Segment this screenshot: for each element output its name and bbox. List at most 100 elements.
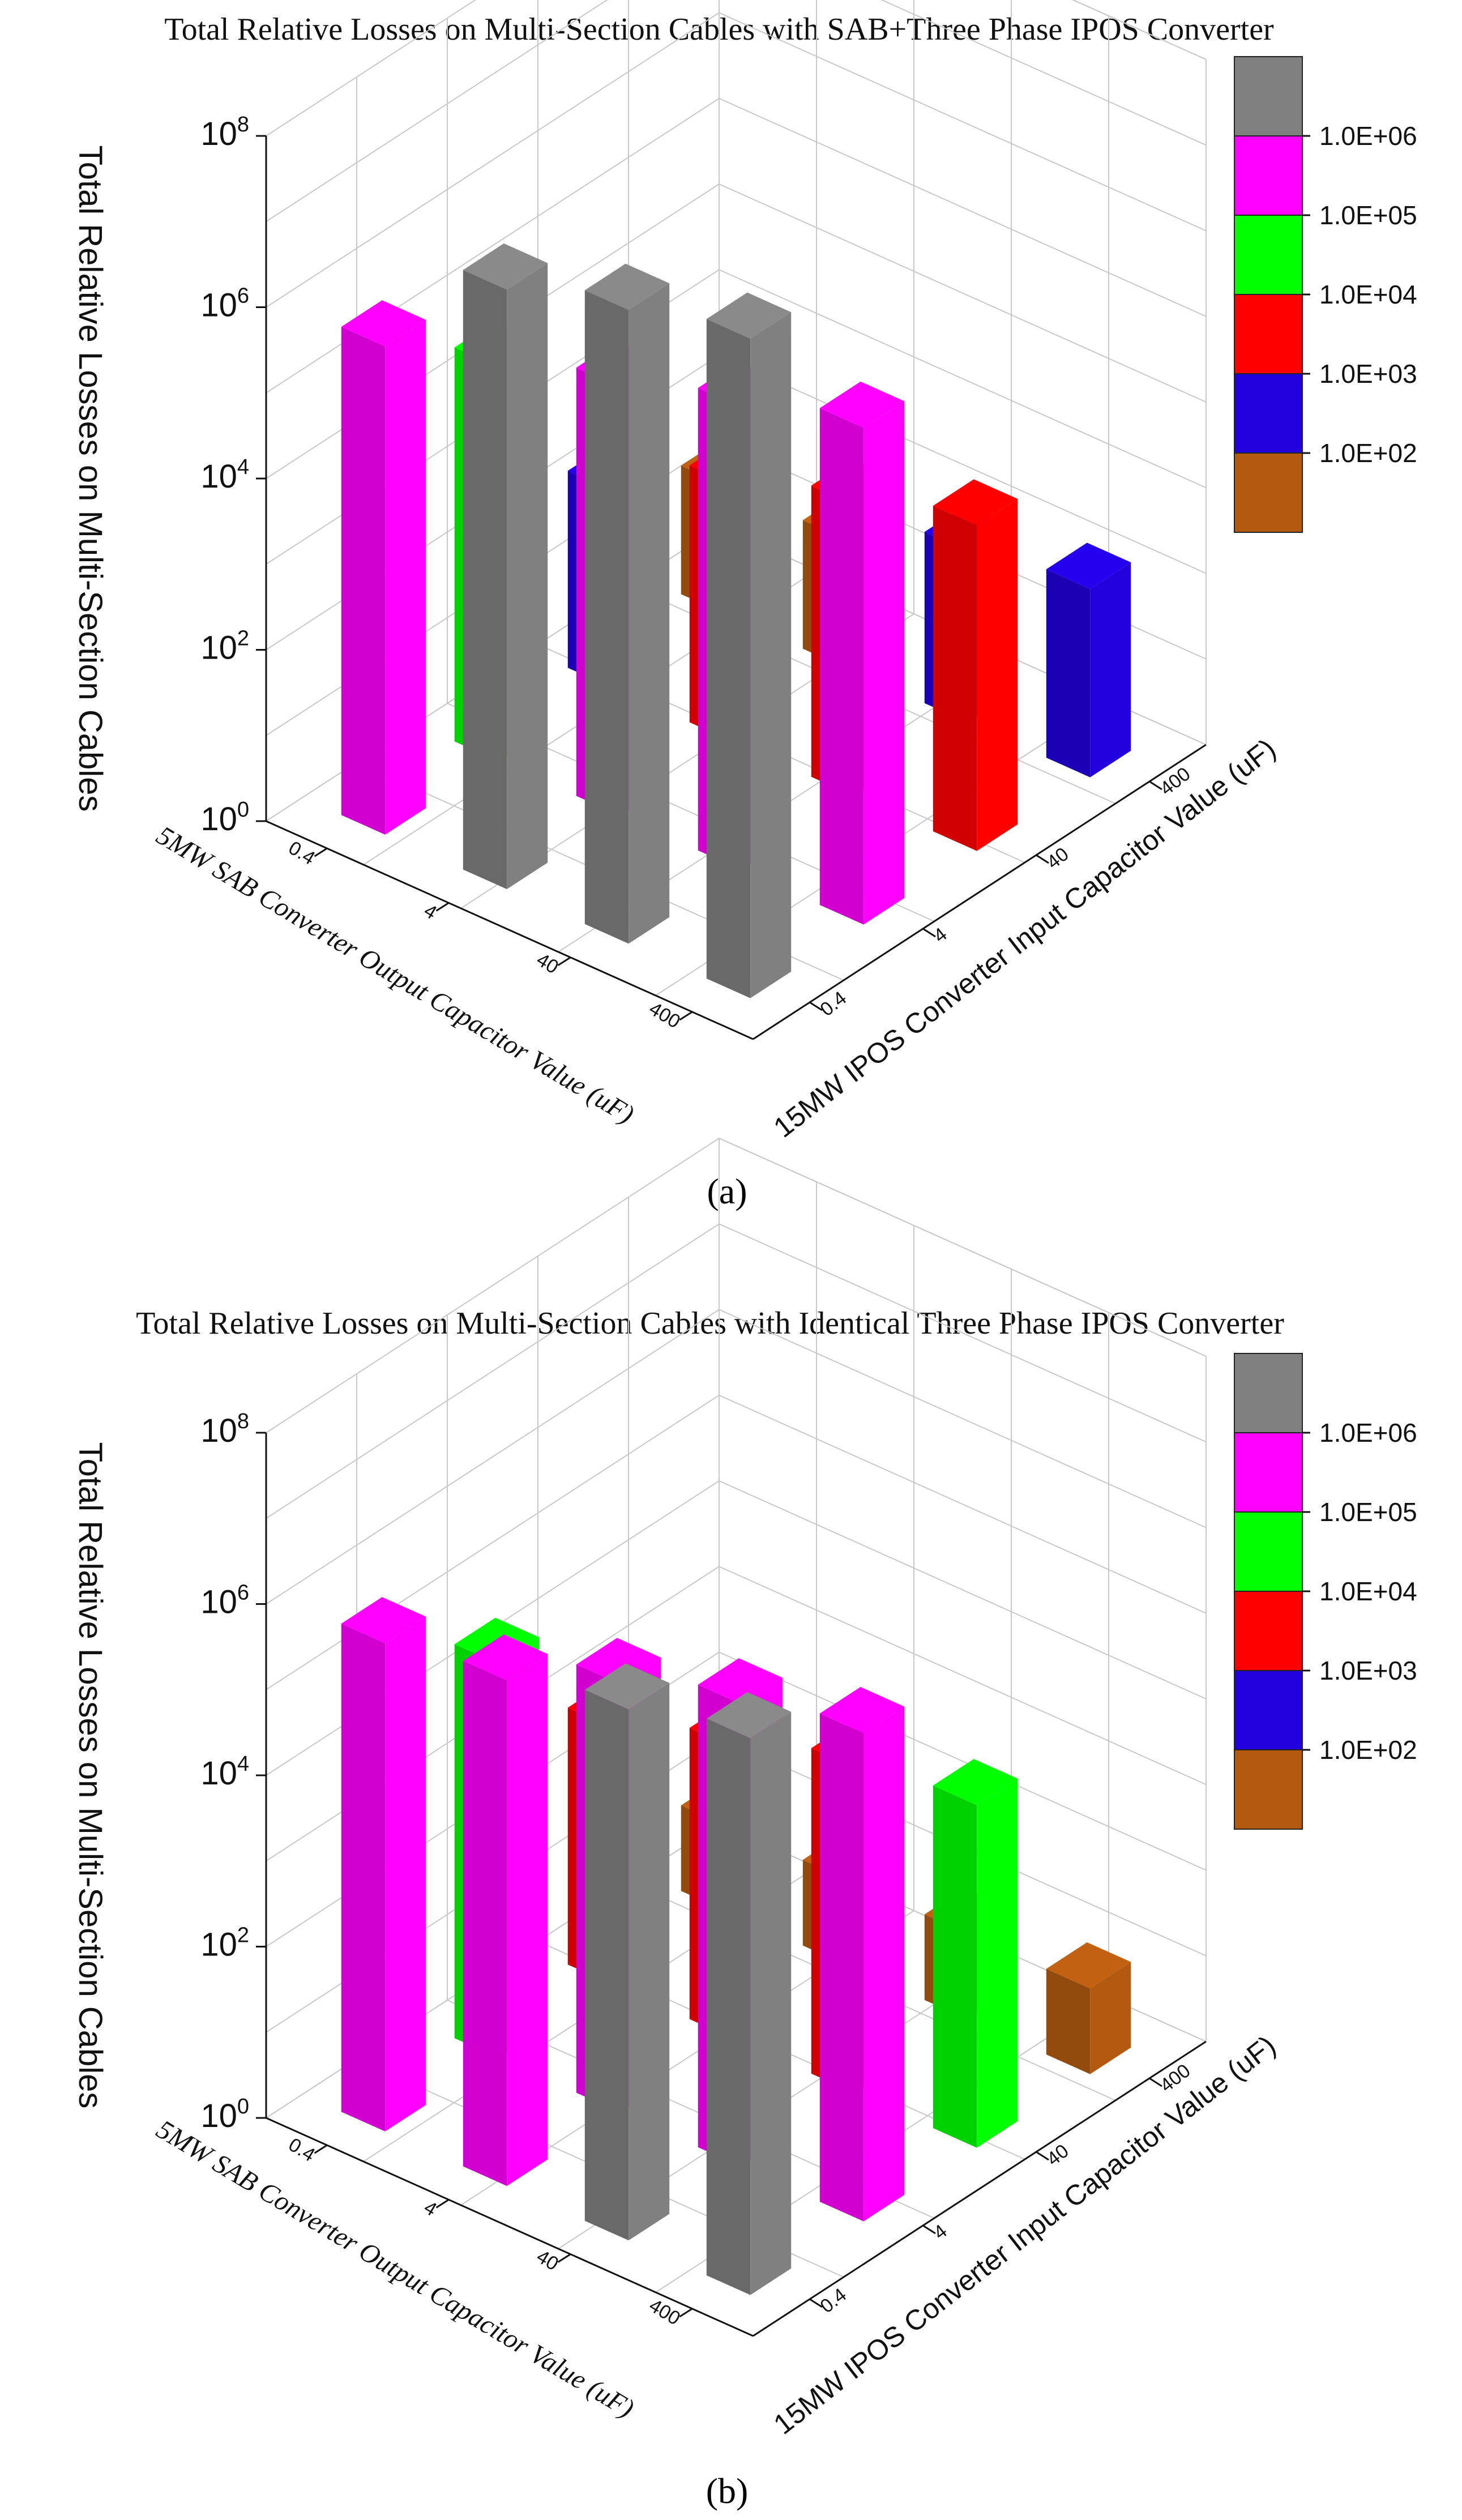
- wall-grid-line: [719, 1223, 1207, 1443]
- bar-face-side: [507, 263, 548, 890]
- z-tick-label: 106: [200, 1581, 249, 1621]
- bar-face-side: [385, 319, 426, 835]
- x-tick-mark: [557, 2253, 571, 2263]
- bar-400-0.4: [706, 1692, 792, 2295]
- bar-face-front: [933, 1786, 977, 2148]
- x-axis-line: [266, 2117, 754, 2337]
- bar-face-front: [819, 408, 864, 925]
- bar-4-0.4: [463, 1634, 548, 2186]
- legend-swatch: [1234, 452, 1303, 533]
- bar-face-front: [584, 290, 629, 944]
- legend-label: 1.0E+05: [1319, 1497, 1417, 1527]
- bar-face-top: [463, 243, 548, 290]
- y-tick-mark: [1036, 2151, 1049, 2161]
- wall-grid-line: [719, 1394, 1207, 1614]
- wall-grid-line: [880, 0, 1207, 146]
- y-axis-line: [753, 2040, 1207, 2337]
- bar-face-top: [819, 381, 905, 428]
- bar-face-top: [698, 1658, 783, 1705]
- bar-face-top: [933, 1759, 1018, 1805]
- bar-face-front: [463, 270, 507, 890]
- frame-line: [719, 1138, 1207, 1357]
- bar-400-400: [1046, 1942, 1131, 2074]
- y-tick-mark: [922, 2224, 936, 2235]
- bar-face-front: [341, 1624, 386, 2132]
- bar-face-front: [706, 319, 751, 998]
- bar-face-front: [1046, 569, 1091, 778]
- y-tick-mark: [922, 928, 936, 938]
- bar-0.4-0.4: [341, 1597, 426, 2132]
- y-tick-mark: [809, 2298, 823, 2308]
- bar-face-front: [706, 1718, 751, 2295]
- legend-swatch: [1234, 215, 1303, 295]
- bar-face-front: [341, 327, 386, 835]
- legend-swatch: [1234, 1432, 1303, 1513]
- legend-label: 1.0E+02: [1319, 1735, 1417, 1765]
- x-tick-mark: [314, 847, 328, 857]
- bar-face-top: [463, 1634, 548, 1681]
- bar-face-front: [1046, 1968, 1091, 2074]
- bar-400-40: [933, 1759, 1018, 2148]
- z-axis-label: Total Relative Losses on Multi-Section C…: [72, 1442, 109, 2109]
- bar-face-side: [750, 312, 792, 998]
- z-axis-label: Total Relative Losses on Multi-Section C…: [72, 146, 109, 812]
- chart-panel-b: Total Relative Losses on Multi-Section C…: [72, 1138, 1417, 2511]
- z-tick-label: 102: [200, 1924, 249, 1963]
- bar-face-top: [819, 1687, 905, 1733]
- wall-grid-line: [719, 183, 1207, 403]
- bar-face-top: [1046, 1942, 1131, 1989]
- legend-label: 1.0E+05: [1319, 200, 1417, 230]
- bar-face-side: [507, 1654, 548, 2186]
- bar-layer: [341, 243, 1131, 998]
- legend-swatch: [1234, 1511, 1303, 1592]
- legend-swatch: [1234, 373, 1303, 454]
- bar-40-0.4: [584, 263, 670, 944]
- x-tick-mark: [435, 902, 450, 912]
- legend: 1.0E+06 1.0E+05 1.0E+04 1.0E+03 1.0E+02: [1234, 56, 1417, 533]
- legend-label: 1.0E+06: [1319, 1418, 1417, 1447]
- bar-face-top: [1046, 543, 1131, 589]
- z-tick-label: 108: [200, 113, 249, 152]
- chart-title: Total Relative Losses on Multi-Section C…: [136, 1306, 1284, 1341]
- caption-b: (b): [706, 2471, 749, 2511]
- legend-swatch: [1234, 1353, 1303, 1433]
- y-axis-line: [753, 744, 1207, 1040]
- x-tick-label: 40: [533, 2245, 562, 2275]
- bar-4-0.4: [463, 243, 548, 890]
- legend-swatch: [1234, 56, 1303, 136]
- frame-line: [1072, 0, 1207, 60]
- legend-label: 1.0E+03: [1319, 1656, 1417, 1685]
- bar-face-front: [463, 1661, 507, 2186]
- x-tick-mark: [557, 956, 571, 966]
- x-axis-label: 5MW SAB Converter Output Capacitor Value…: [151, 2114, 639, 2424]
- y-tick-mark: [1036, 854, 1049, 864]
- x-tick-mark: [679, 2308, 693, 2318]
- wall-grid-line: [719, 12, 1207, 232]
- bar-400-4: [819, 381, 905, 925]
- legend-label: 1.0E+03: [1319, 359, 1417, 388]
- x-tick-label: 40: [533, 949, 562, 978]
- bar-face-top: [706, 1692, 792, 1739]
- z-tick-label: 108: [200, 1410, 249, 1449]
- bar-400-400: [1046, 543, 1131, 778]
- x-axis-label: 5MW SAB Converter Output Capacitor Value…: [151, 820, 639, 1130]
- bar-face-front: [584, 1690, 629, 2241]
- y-tick-mark: [809, 1001, 823, 1011]
- wall-grid-line: [719, 354, 1207, 574]
- bar-face-side: [977, 1778, 1018, 2148]
- legend-swatch: [1234, 135, 1303, 216]
- wall-grid-line: [266, 1138, 720, 1433]
- chart-panel-a: Total Relative Losses on Multi-Section C…: [72, 0, 1417, 1211]
- wall-grid-line: [266, 1223, 720, 1519]
- z-tick-label: 106: [200, 284, 249, 324]
- bar-face-side: [1090, 1962, 1131, 2074]
- bar-face-top: [341, 300, 426, 347]
- legend-swatch: [1234, 1670, 1303, 1750]
- x-tick-mark: [435, 2199, 450, 2209]
- bar-face-top: [706, 292, 792, 339]
- bar-face-side: [629, 1682, 670, 2241]
- legend-label: 1.0E+04: [1319, 280, 1417, 309]
- bar-0.4-0.4: [341, 300, 426, 835]
